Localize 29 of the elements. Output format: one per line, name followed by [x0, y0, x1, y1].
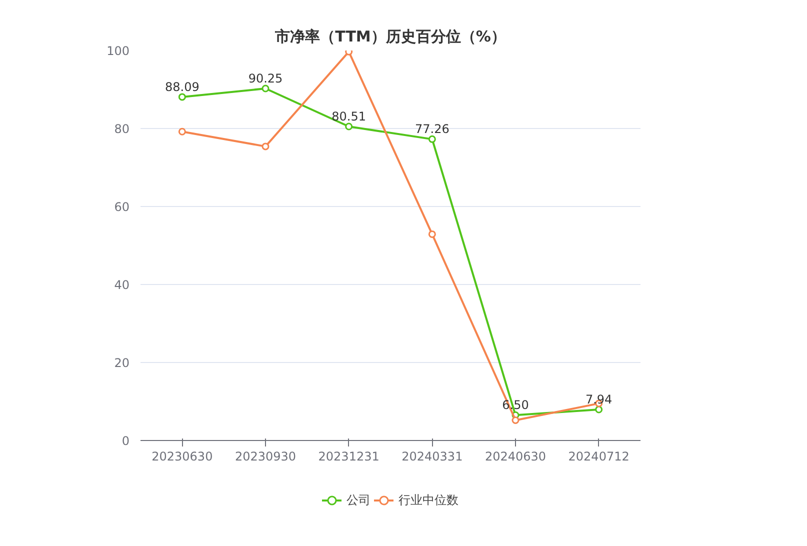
point: [262, 84, 270, 92]
data-label: 90.25: [248, 72, 283, 86]
point: [178, 93, 186, 101]
y-tick-label: 60: [114, 200, 130, 214]
data-label: 80.51: [332, 110, 366, 124]
x-tick-label: 20230630: [152, 450, 213, 464]
point: [595, 406, 603, 414]
point: [345, 122, 353, 130]
chart-title: 市净率（TTM）历史百分位（%）: [274, 28, 506, 46]
x-tick-label: 20230930: [234, 450, 296, 464]
x-tick-label: 20240331: [402, 450, 463, 464]
x-tick-label: 20240630: [484, 450, 546, 464]
point: [428, 135, 436, 143]
y-tick-label: 100: [106, 44, 130, 58]
y-tick-label: 80: [114, 122, 130, 136]
data-label: 7.94: [585, 392, 612, 407]
point: [428, 230, 436, 238]
y-tick-label: 40: [114, 278, 130, 292]
data-label: 88.09: [164, 80, 200, 94]
legend-label: 公司: [346, 492, 370, 508]
y-tick-label: 20: [114, 356, 130, 370]
point: [262, 142, 270, 150]
point: [512, 416, 520, 424]
x-tick-label: 20240712: [568, 450, 630, 464]
legend-label: 行业中位数: [398, 492, 458, 508]
x-tick-label: 20231231: [318, 450, 380, 464]
point: [178, 128, 186, 136]
y-tick-label: 0: [122, 434, 130, 448]
data-label: 77.26: [414, 122, 450, 136]
